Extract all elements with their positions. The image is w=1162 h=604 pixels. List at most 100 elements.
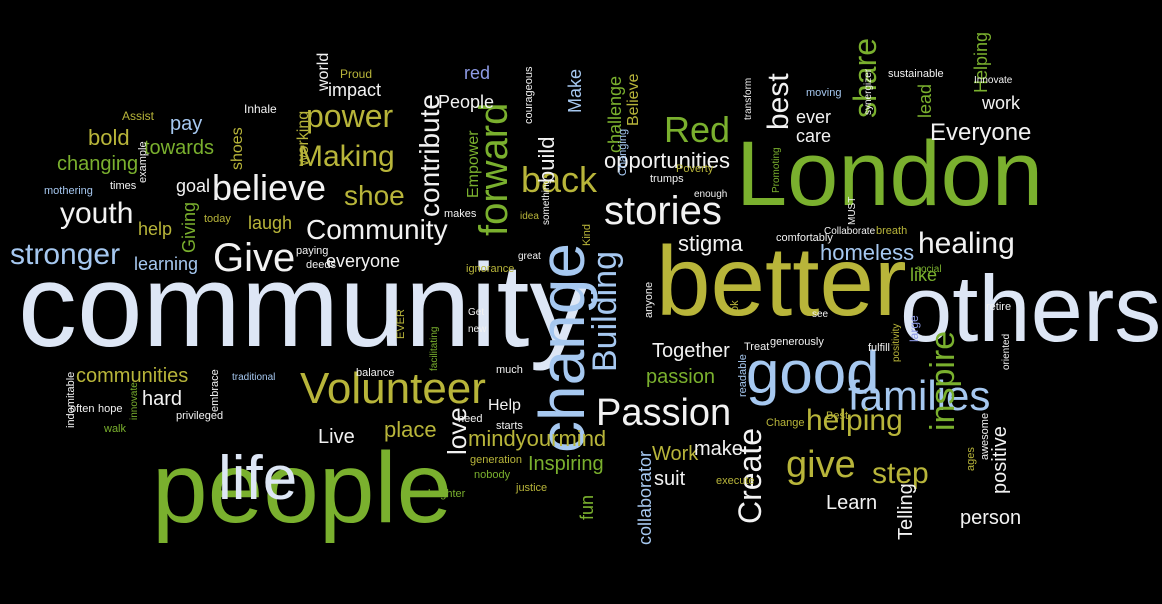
cloud-word: enough	[694, 189, 728, 200]
cloud-word: starts	[496, 420, 523, 432]
cloud-word: MUST	[847, 196, 858, 225]
cloud-word: courageous	[523, 66, 535, 125]
cloud-word: suit	[654, 468, 686, 490]
cloud-word: Give	[213, 236, 296, 280]
cloud-word: retire	[986, 301, 1012, 313]
cloud-word: positivity	[891, 323, 902, 362]
cloud-word: hope	[98, 403, 123, 415]
cloud-word: hard	[142, 388, 183, 410]
cloud-word: brighter	[428, 488, 466, 500]
cloud-word: people	[152, 432, 453, 544]
cloud-word: deeds	[306, 259, 336, 271]
cloud-word: Giving	[179, 201, 199, 253]
cloud-word: Together	[652, 340, 730, 362]
cloud-word: best	[762, 73, 795, 130]
cloud-word: Help	[488, 397, 521, 414]
cloud-word: see	[812, 309, 829, 320]
cloud-word: trumps	[650, 173, 684, 185]
cloud-word: balance	[356, 367, 395, 379]
cloud-word: life	[218, 444, 298, 513]
cloud-word: youth	[60, 197, 134, 230]
cloud-word: mindyourmind	[468, 426, 607, 451]
cloud-word: new	[468, 324, 487, 335]
cloud-word: Passion	[596, 392, 732, 434]
cloud-word: Poverty	[676, 163, 714, 175]
cloud-word: large	[907, 315, 921, 342]
cloud-word: inspire	[924, 330, 962, 431]
cloud-word: Assist	[122, 109, 155, 123]
cloud-word: towards	[144, 137, 215, 159]
cloud-word: Everyone	[930, 119, 1032, 146]
cloud-word: idea	[520, 211, 539, 222]
cloud-word: traditional	[232, 372, 276, 383]
cloud-word: opportunities	[604, 148, 730, 173]
cloud-word: world	[315, 52, 332, 91]
cloud-word: good	[746, 339, 880, 406]
cloud-word: Make	[565, 68, 585, 113]
cloud-word: something	[541, 178, 552, 225]
cloud-word: fulfill	[868, 342, 891, 354]
cloud-word: Believe	[625, 73, 642, 126]
cloud-word: collaborator	[635, 450, 655, 545]
cloud-word: Collaborate	[824, 226, 876, 237]
cloud-word: social	[916, 264, 942, 275]
cloud-word: generation	[470, 454, 522, 466]
cloud-word: privileged	[176, 410, 224, 422]
cloud-word: indomitable	[65, 371, 77, 428]
cloud-word: synergizer	[863, 68, 874, 115]
cloud-word: care	[796, 126, 832, 146]
cloud-word: comfortably	[776, 232, 833, 244]
cloud-word: impact	[328, 80, 382, 100]
cloud-word: makes	[444, 208, 477, 220]
cloud-word: stories	[604, 189, 722, 233]
cloud-word: often	[70, 403, 95, 415]
cloud-word: learning	[134, 254, 199, 274]
cloud-word: facilitating	[429, 326, 440, 371]
cloud-word: working	[295, 110, 312, 166]
cloud-word: Building	[586, 251, 624, 372]
cloud-word: EVER	[395, 309, 407, 339]
cloud-word: homeless	[820, 240, 915, 265]
cloud-word: stigma	[678, 231, 743, 256]
cloud-word: Making	[298, 140, 395, 173]
cloud-word: everyone	[326, 251, 401, 271]
cloud-word: work	[982, 93, 1021, 113]
cloud-word: Change	[766, 417, 805, 429]
cloud-word: place	[384, 417, 437, 442]
cloud-word: Best	[826, 410, 849, 422]
cloud-word: laugh	[248, 213, 293, 233]
cloud-word: make	[694, 438, 743, 460]
cloud-word: others	[900, 256, 1162, 361]
cloud-word: embrace	[209, 369, 221, 412]
cloud-word: helping	[806, 404, 903, 437]
cloud-word: shoes	[229, 127, 246, 170]
cloud-word: anyone	[643, 281, 655, 318]
cloud-word: Changing	[617, 128, 629, 176]
cloud-word: power	[306, 98, 394, 134]
cloud-word: London	[736, 123, 1043, 225]
cloud-word: today	[204, 213, 231, 225]
cloud-word: believe	[212, 167, 327, 208]
cloud-word: oriented	[1001, 333, 1012, 370]
cloud-word: example	[137, 141, 149, 183]
cloud-word: readable	[737, 354, 749, 397]
cloud-word: person	[960, 507, 1022, 529]
cloud-word: Community	[306, 214, 448, 245]
cloud-word: Work	[652, 443, 699, 465]
cloud-word: Treat	[744, 341, 770, 353]
cloud-word: fun	[577, 494, 597, 520]
cloud-word: healing	[918, 227, 1015, 260]
cloud-word: Kind	[581, 223, 593, 246]
cloud-word: much	[496, 364, 523, 376]
cloud-word: ages	[965, 447, 977, 471]
cloud-word: sustainable	[888, 68, 944, 80]
cloud-word: give	[786, 444, 856, 486]
cloud-word: change	[526, 243, 598, 453]
cloud-word: Volunteer	[300, 364, 486, 413]
cloud-word: step	[872, 457, 929, 490]
cloud-word: generously	[770, 336, 824, 348]
cloud-word: contribute	[414, 94, 445, 217]
cloud-word: Promoting	[771, 147, 782, 193]
cloud-word: Innovate	[974, 75, 1013, 86]
cloud-word: nobody	[474, 469, 511, 481]
